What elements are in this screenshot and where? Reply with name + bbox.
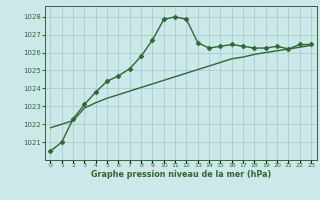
X-axis label: Graphe pression niveau de la mer (hPa): Graphe pression niveau de la mer (hPa) — [91, 170, 271, 179]
